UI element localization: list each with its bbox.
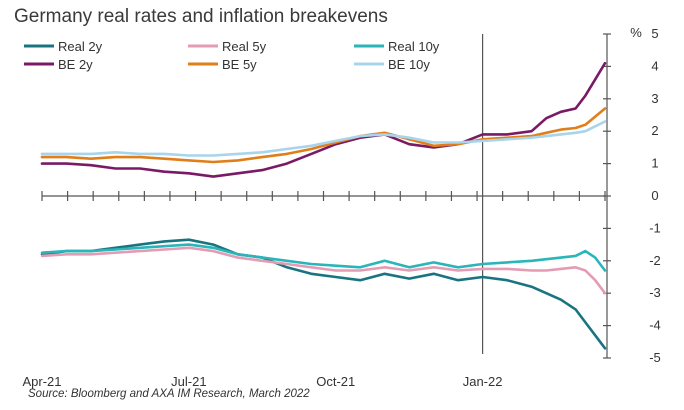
series-line-be-2y (40, 61, 607, 178)
y-tick-label: -2 (649, 253, 661, 268)
legend-label: Real 2y (58, 39, 103, 54)
axes: 5 4 3 2 1 0 -1 -2 -3 -4 -5% Apr-21 Jul-21 Oct-21 Jan-2… (22, 25, 660, 389)
series-line-real-5y (40, 246, 607, 295)
y-tick-label: -5 (649, 350, 661, 365)
y-tick-label: -4 (649, 318, 661, 333)
legend-label: BE 5y (222, 57, 257, 72)
x-tick-label: Jul-21 (171, 374, 206, 389)
x-tick-label: Apr-21 (22, 374, 61, 389)
series-line-real-10y (40, 243, 607, 272)
legend: Real 2y Real 5y Real 10y BE 2y BE 5y BE 10y (24, 39, 440, 72)
y-tick-label: 1 (651, 156, 658, 171)
y-tick-label: 4 (651, 58, 658, 73)
y-tick-label: 3 (651, 91, 658, 106)
legend-label: BE 10y (388, 57, 430, 72)
x-tick-label: Jan-22 (463, 374, 503, 389)
series-line-real-2y (40, 238, 607, 350)
legend-label: Real 5y (222, 39, 267, 54)
y-tick-label: -1 (649, 220, 661, 235)
y-tick-label: -3 (649, 285, 661, 300)
legend-label: BE 2y (58, 57, 93, 72)
chart-title: Germany real rates and inflation breakev… (14, 6, 388, 27)
y-tick-label: 5 (651, 26, 658, 41)
y-tick-label: 0 (651, 188, 658, 203)
series-lines (40, 61, 607, 350)
x-tick-label: Oct-21 (316, 374, 355, 389)
source-note: Source: Bloomberg and AXA IM Research, M… (28, 388, 310, 400)
y-tick-label: 2 (651, 123, 658, 138)
y-unit-label: % (630, 25, 642, 40)
legend-label: Real 10y (388, 39, 440, 54)
series-line-be-10y (40, 120, 607, 157)
